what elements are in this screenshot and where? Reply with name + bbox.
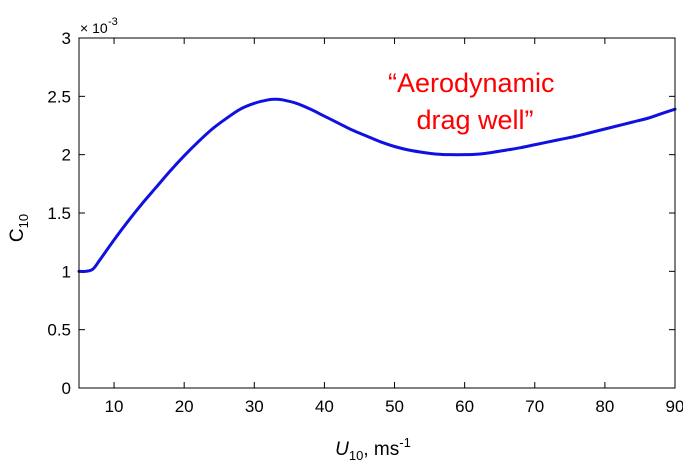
series-layer: [77, 97, 677, 274]
x-tick-label: 70: [525, 397, 544, 416]
y-tick-label: 1.5: [47, 204, 71, 223]
x-axis-label-unit: , ms: [363, 439, 399, 460]
y-axis-label-main: C: [7, 228, 28, 242]
plot-area-frame: [78, 37, 676, 389]
y-axis-label-subscript: 10: [16, 214, 31, 228]
x-tick-label: 50: [385, 397, 404, 416]
y-tick-label: 0: [62, 379, 71, 398]
tick-labels-layer: 10 20 30 40 50 60 70 80 90 0 0.5 1 1.5 2 2.5 3: [47, 29, 683, 416]
annotation-line-2: drag well”: [416, 105, 533, 135]
y-tick-label: 3: [62, 29, 71, 48]
x-axis-label: U10, ms-1: [335, 435, 411, 463]
x-tick-label: 30: [245, 397, 264, 416]
x-tick-label: 60: [455, 397, 474, 416]
x-axis-label-main: U: [335, 439, 349, 460]
annotation-line-1: “Aerodynamic: [388, 68, 555, 98]
x-tick-label: 20: [175, 397, 194, 416]
y-multiplier-exponent: -3: [108, 16, 118, 28]
x-tick-label: 80: [595, 397, 614, 416]
y-tick-label: 2: [62, 146, 71, 165]
x-tick-label: 40: [315, 397, 334, 416]
y-multiplier-base: × 10: [80, 20, 108, 36]
y-tick-label: 2.5: [47, 87, 71, 106]
x-axis-label-subscript: 10: [349, 448, 363, 463]
x-tick-label: 90: [666, 397, 683, 416]
series-line: [77, 97, 677, 274]
x-tick-label: 10: [105, 397, 124, 416]
y-tick-label: 0.5: [47, 321, 71, 340]
x-axis-label-superscript: -1: [399, 435, 411, 450]
annotation-text: “Aerodynamic drag well”: [388, 68, 562, 135]
y-axis-label: C10: [7, 214, 31, 242]
y-tick-label: 1: [62, 262, 71, 281]
